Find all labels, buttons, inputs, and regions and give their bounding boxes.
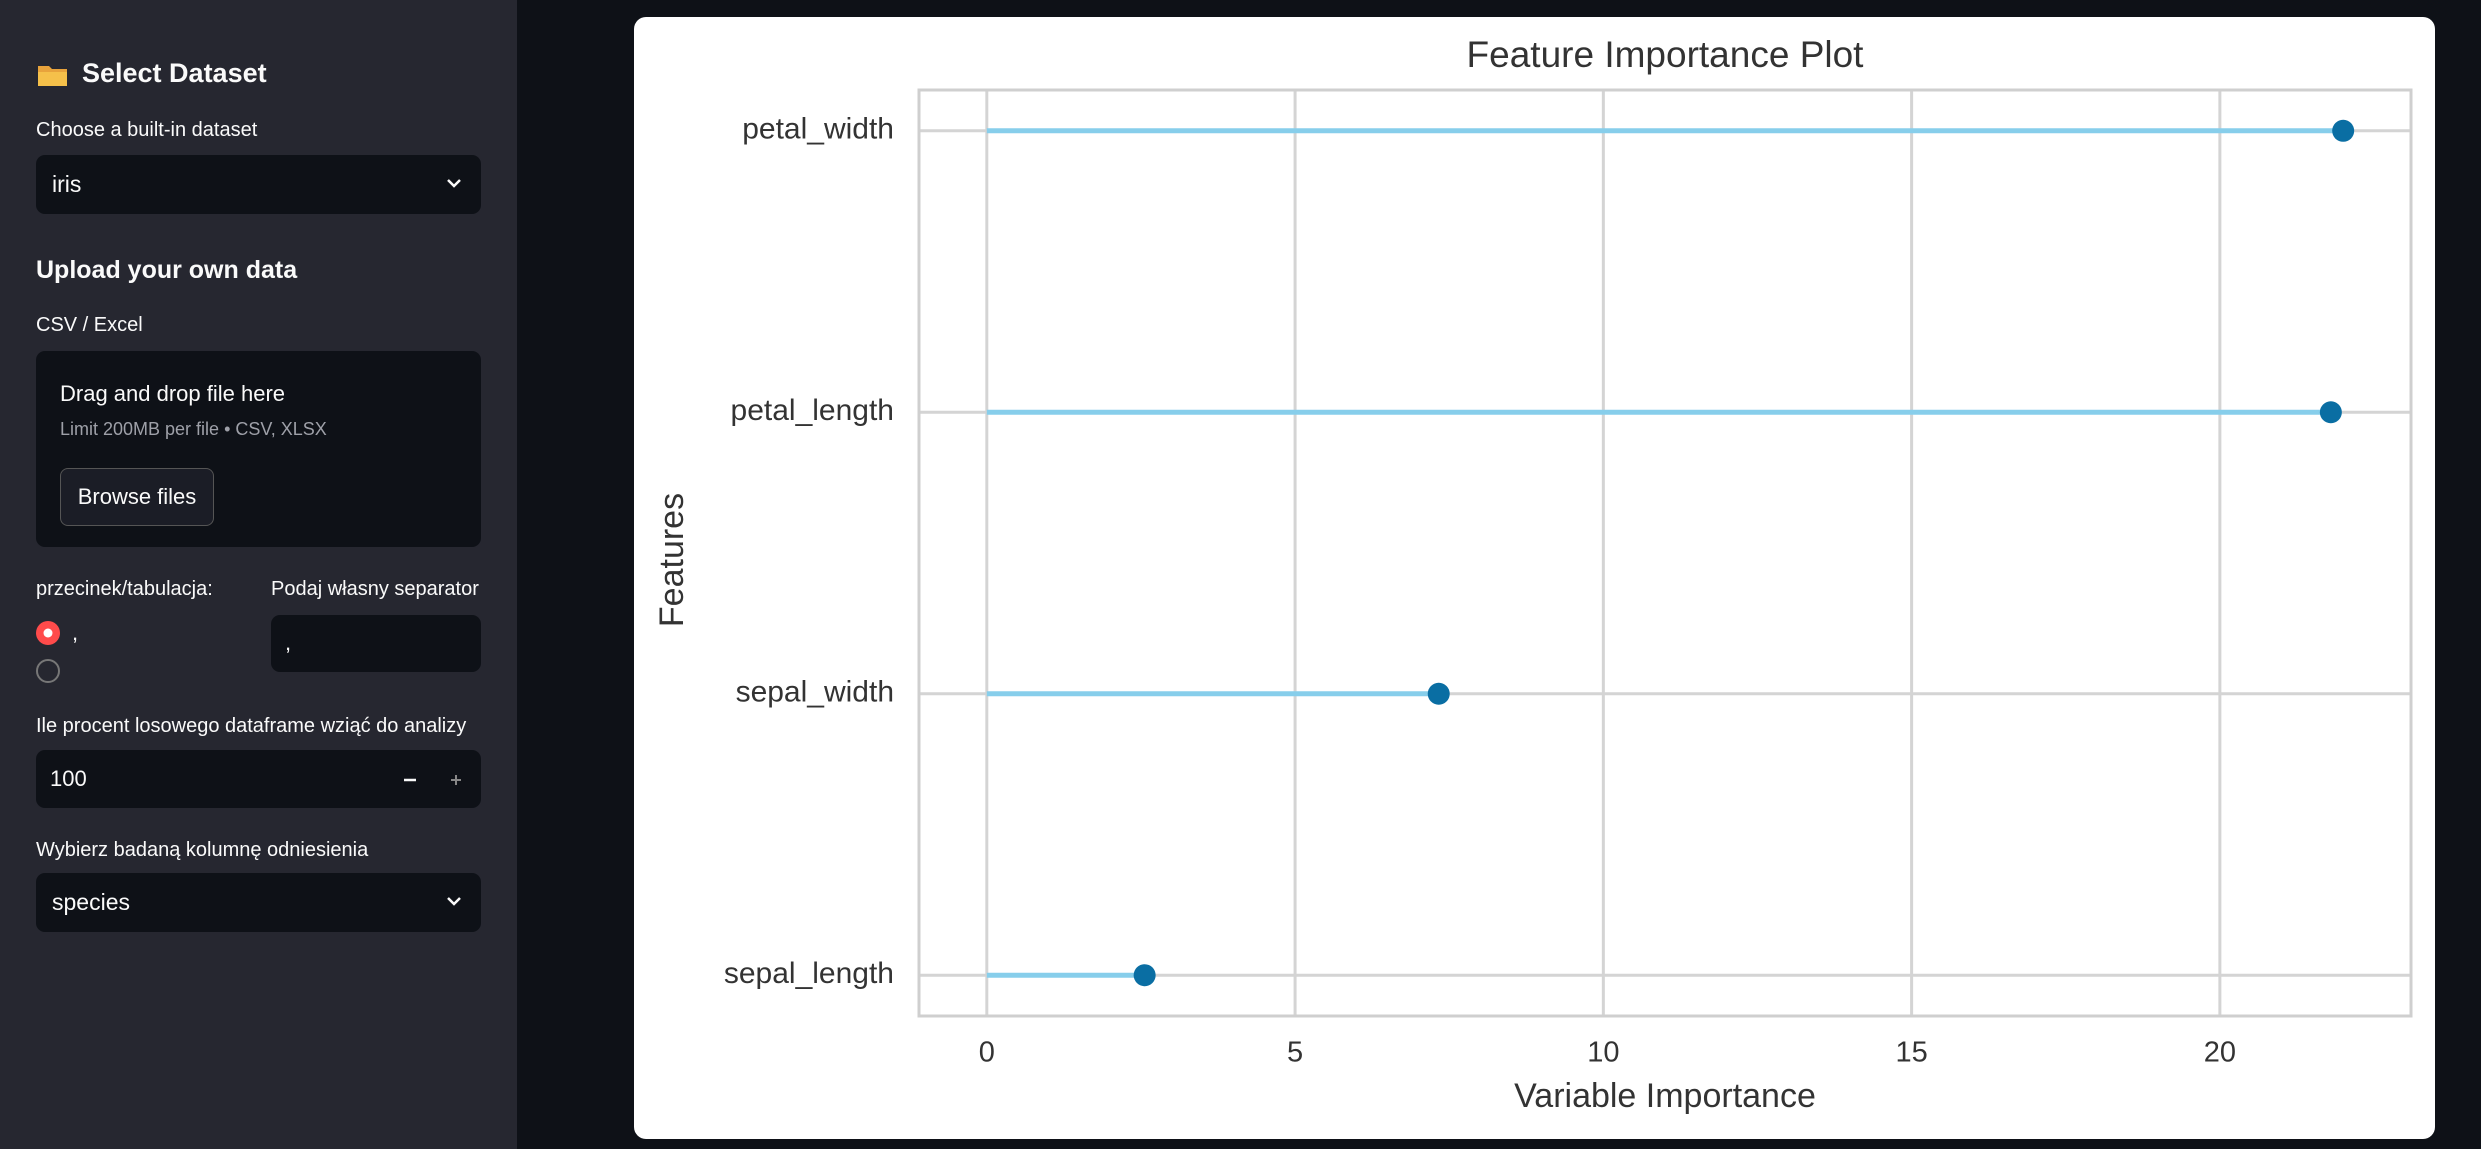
dot [2332,119,2355,142]
x-axis-label: Variable Importance [1514,1077,1816,1115]
percent-input[interactable]: 100 [36,750,481,808]
chevron [447,897,461,906]
label: Ile procent losowego dataframe wziąć do … [36,715,467,737]
dropzone-hint: Limit 200MB per file • CSV, XLSX [60,419,327,439]
y-tick-label: petal_width [742,113,894,146]
separator-input[interactable]: , [271,615,481,672]
label: CSV / Excel [36,314,143,336]
browse-button[interactable]: Browse files [60,468,214,526]
radio[interactable] [36,659,60,683]
y-tick-label: petal_length [731,394,894,427]
x-tick-label: 10 [1587,1037,1619,1069]
dropzone[interactable]: Drag and drop file here Limit 200MB per … [36,351,481,547]
radio-option: , [72,620,79,645]
chart-card: Feature Importance Plot Variable Importa… [634,17,2435,1139]
y-tick-label: sepal_width [736,676,894,709]
input-value: 100 [50,766,87,791]
dropzone-title: Drag and drop file here [60,381,286,406]
radio-group [36,621,60,683]
y-axis-label: Features [653,493,691,627]
section-title: Upload your own data [36,256,298,284]
label: Choose a built-in dataset [36,119,258,141]
select-value: species [52,889,130,915]
x-tick-label: 0 [979,1037,995,1069]
label: Wybierz badaną kolumnę odniesienia [36,839,369,861]
sidebar: Select Dataset Choose a built-in dataset… [0,0,517,1149]
chart: Feature Importance Plot Variable Importa… [653,34,2413,1115]
x-tick-label: 15 [1895,1037,1927,1069]
y-tick-label: sepal_length [724,957,894,990]
dataset-select[interactable]: iris [36,155,481,214]
chart-title: Feature Importance Plot [1467,34,1865,75]
plot-frame [917,88,2413,1018]
folder-icon [38,66,67,86]
label: przecinek/tabulacja: [36,578,213,600]
stepper[interactable] [400,772,470,788]
input-value: , [285,630,292,655]
chevron [447,179,461,188]
dot [1133,964,1156,987]
dot [2319,401,2342,424]
sidebar-title: Select Dataset [82,58,267,88]
select-value: iris [52,171,82,197]
dot [1427,682,1450,705]
x-tick-label: 20 [2204,1037,2236,1069]
label: Podaj własny separator [271,578,479,600]
x-tick-label: 5 [1287,1037,1303,1069]
target-select[interactable]: species [36,873,481,932]
